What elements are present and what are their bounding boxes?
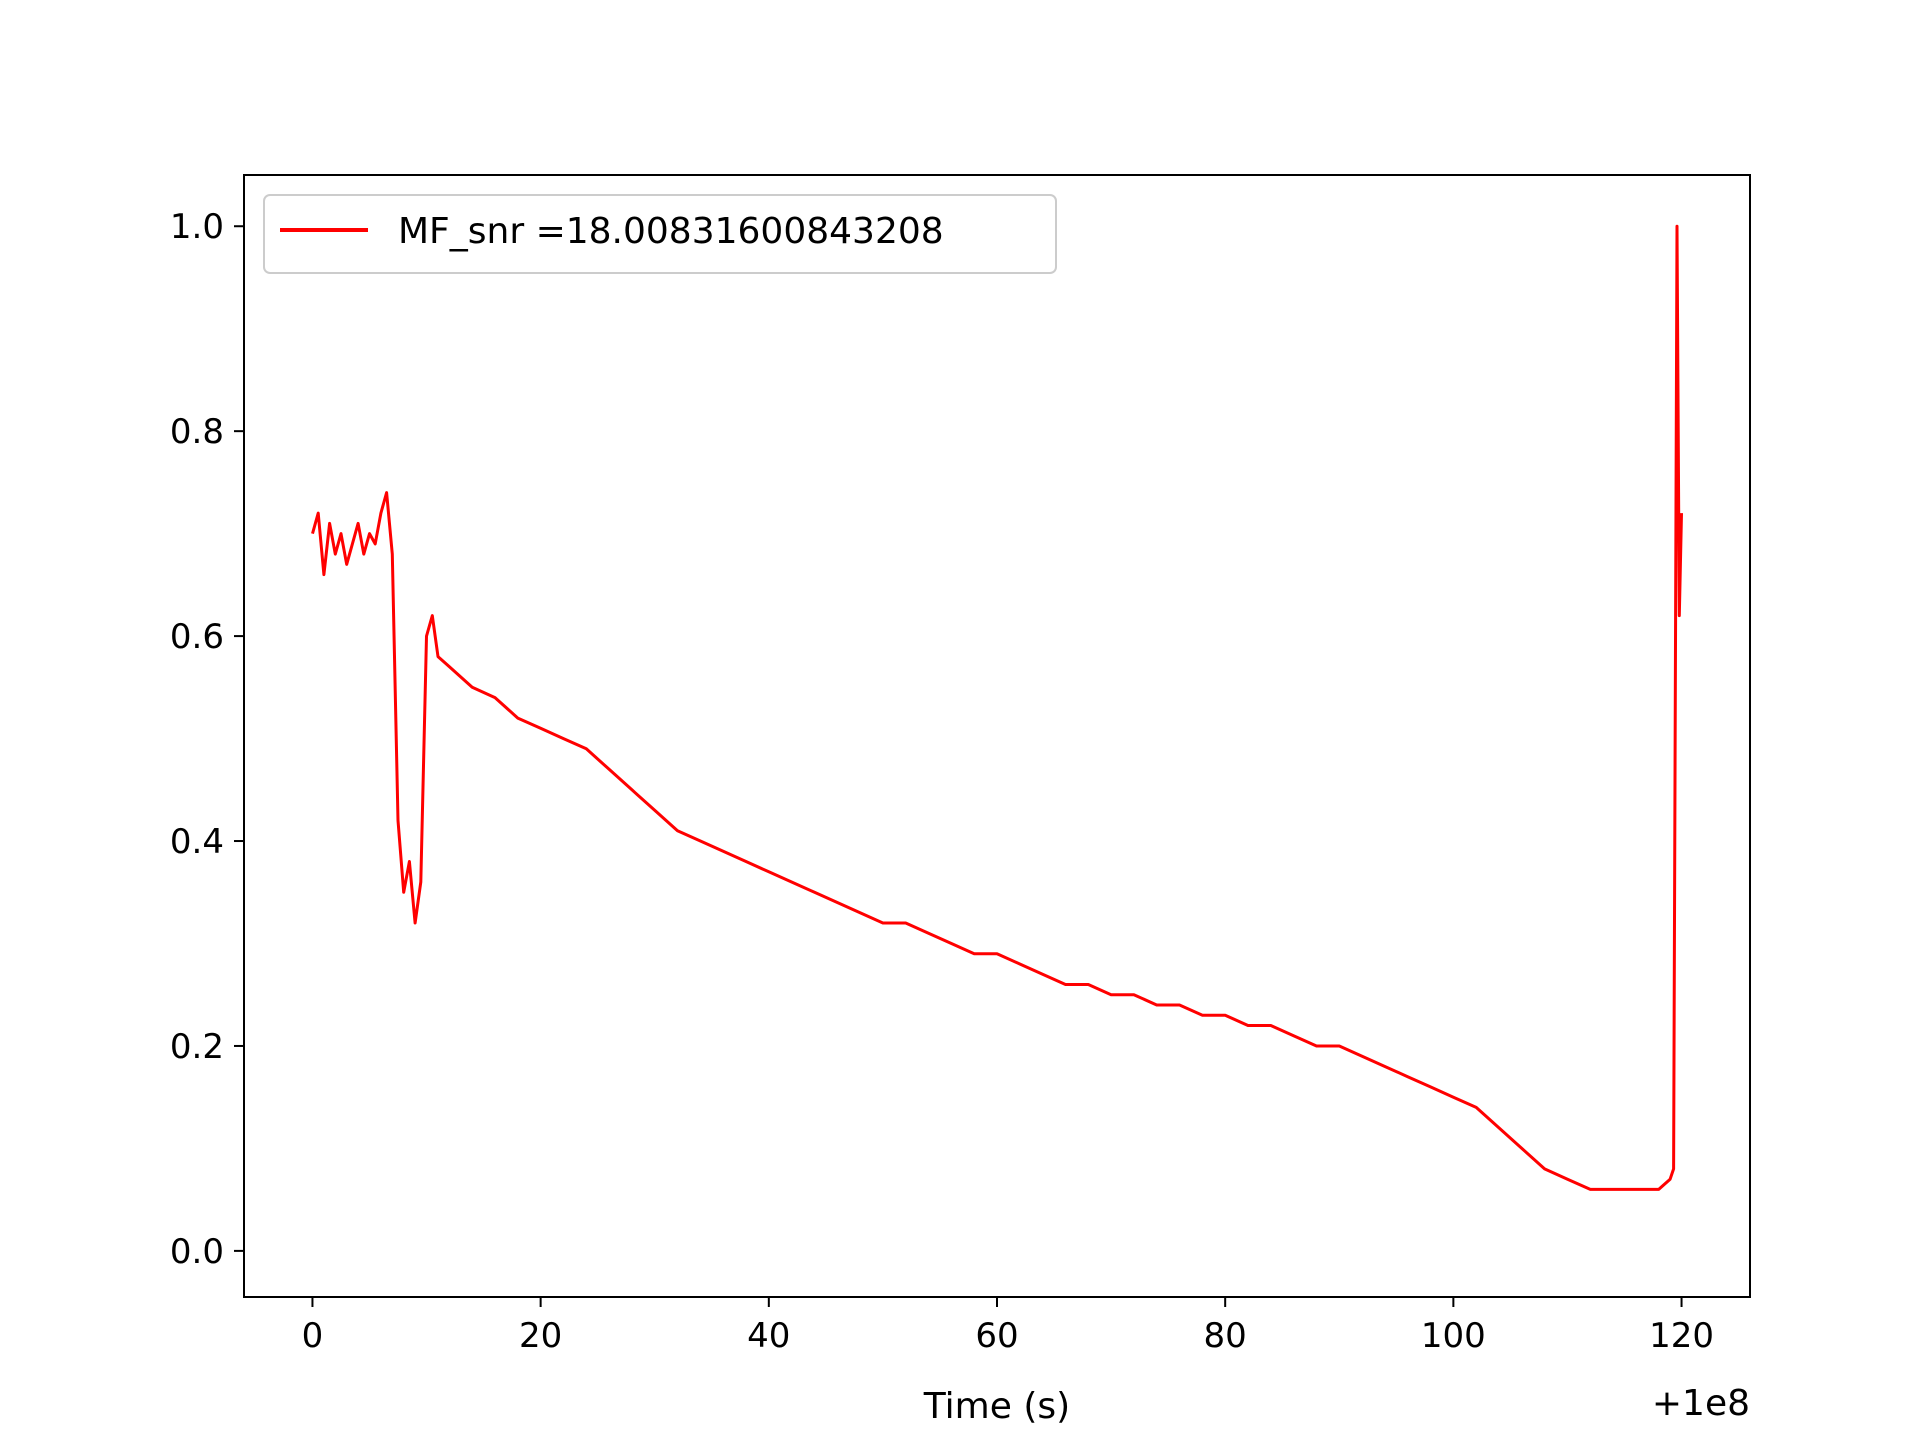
legend-label: MF_snr =18.00831600843208 <box>398 211 944 252</box>
x-tick-label: 60 <box>975 1316 1018 1356</box>
x-tick-label: 100 <box>1421 1316 1486 1356</box>
x-offset-label: +1e8 <box>1652 1383 1750 1424</box>
y-tick-label: 0.8 <box>170 412 224 452</box>
x-tick-label: 20 <box>519 1316 562 1356</box>
x-tick-label: 0 <box>302 1316 324 1356</box>
x-tick-label: 120 <box>1649 1316 1714 1356</box>
legend: MF_snr =18.00831600843208 <box>263 194 1057 274</box>
y-tick-label: 1.0 <box>170 207 224 247</box>
x-axis-label: Time (s) <box>923 1386 1070 1427</box>
series-line <box>311 224 1683 1191</box>
series-layer <box>311 224 1683 1191</box>
y-axis: 0.0 0.2 0.4 0.6 0.8 1.0 <box>170 207 244 1272</box>
y-tick-label: 0.6 <box>170 617 224 657</box>
x-tick-label: 80 <box>1204 1316 1247 1356</box>
y-tick-label: 0.2 <box>170 1027 224 1067</box>
y-tick-label: 0.0 <box>170 1232 224 1272</box>
y-tick-label: 0.4 <box>170 822 224 862</box>
x-tick-label: 40 <box>747 1316 790 1356</box>
x-axis: 0 20 40 60 80 100 120 <box>302 1297 1714 1356</box>
legend-box <box>263 194 1057 274</box>
